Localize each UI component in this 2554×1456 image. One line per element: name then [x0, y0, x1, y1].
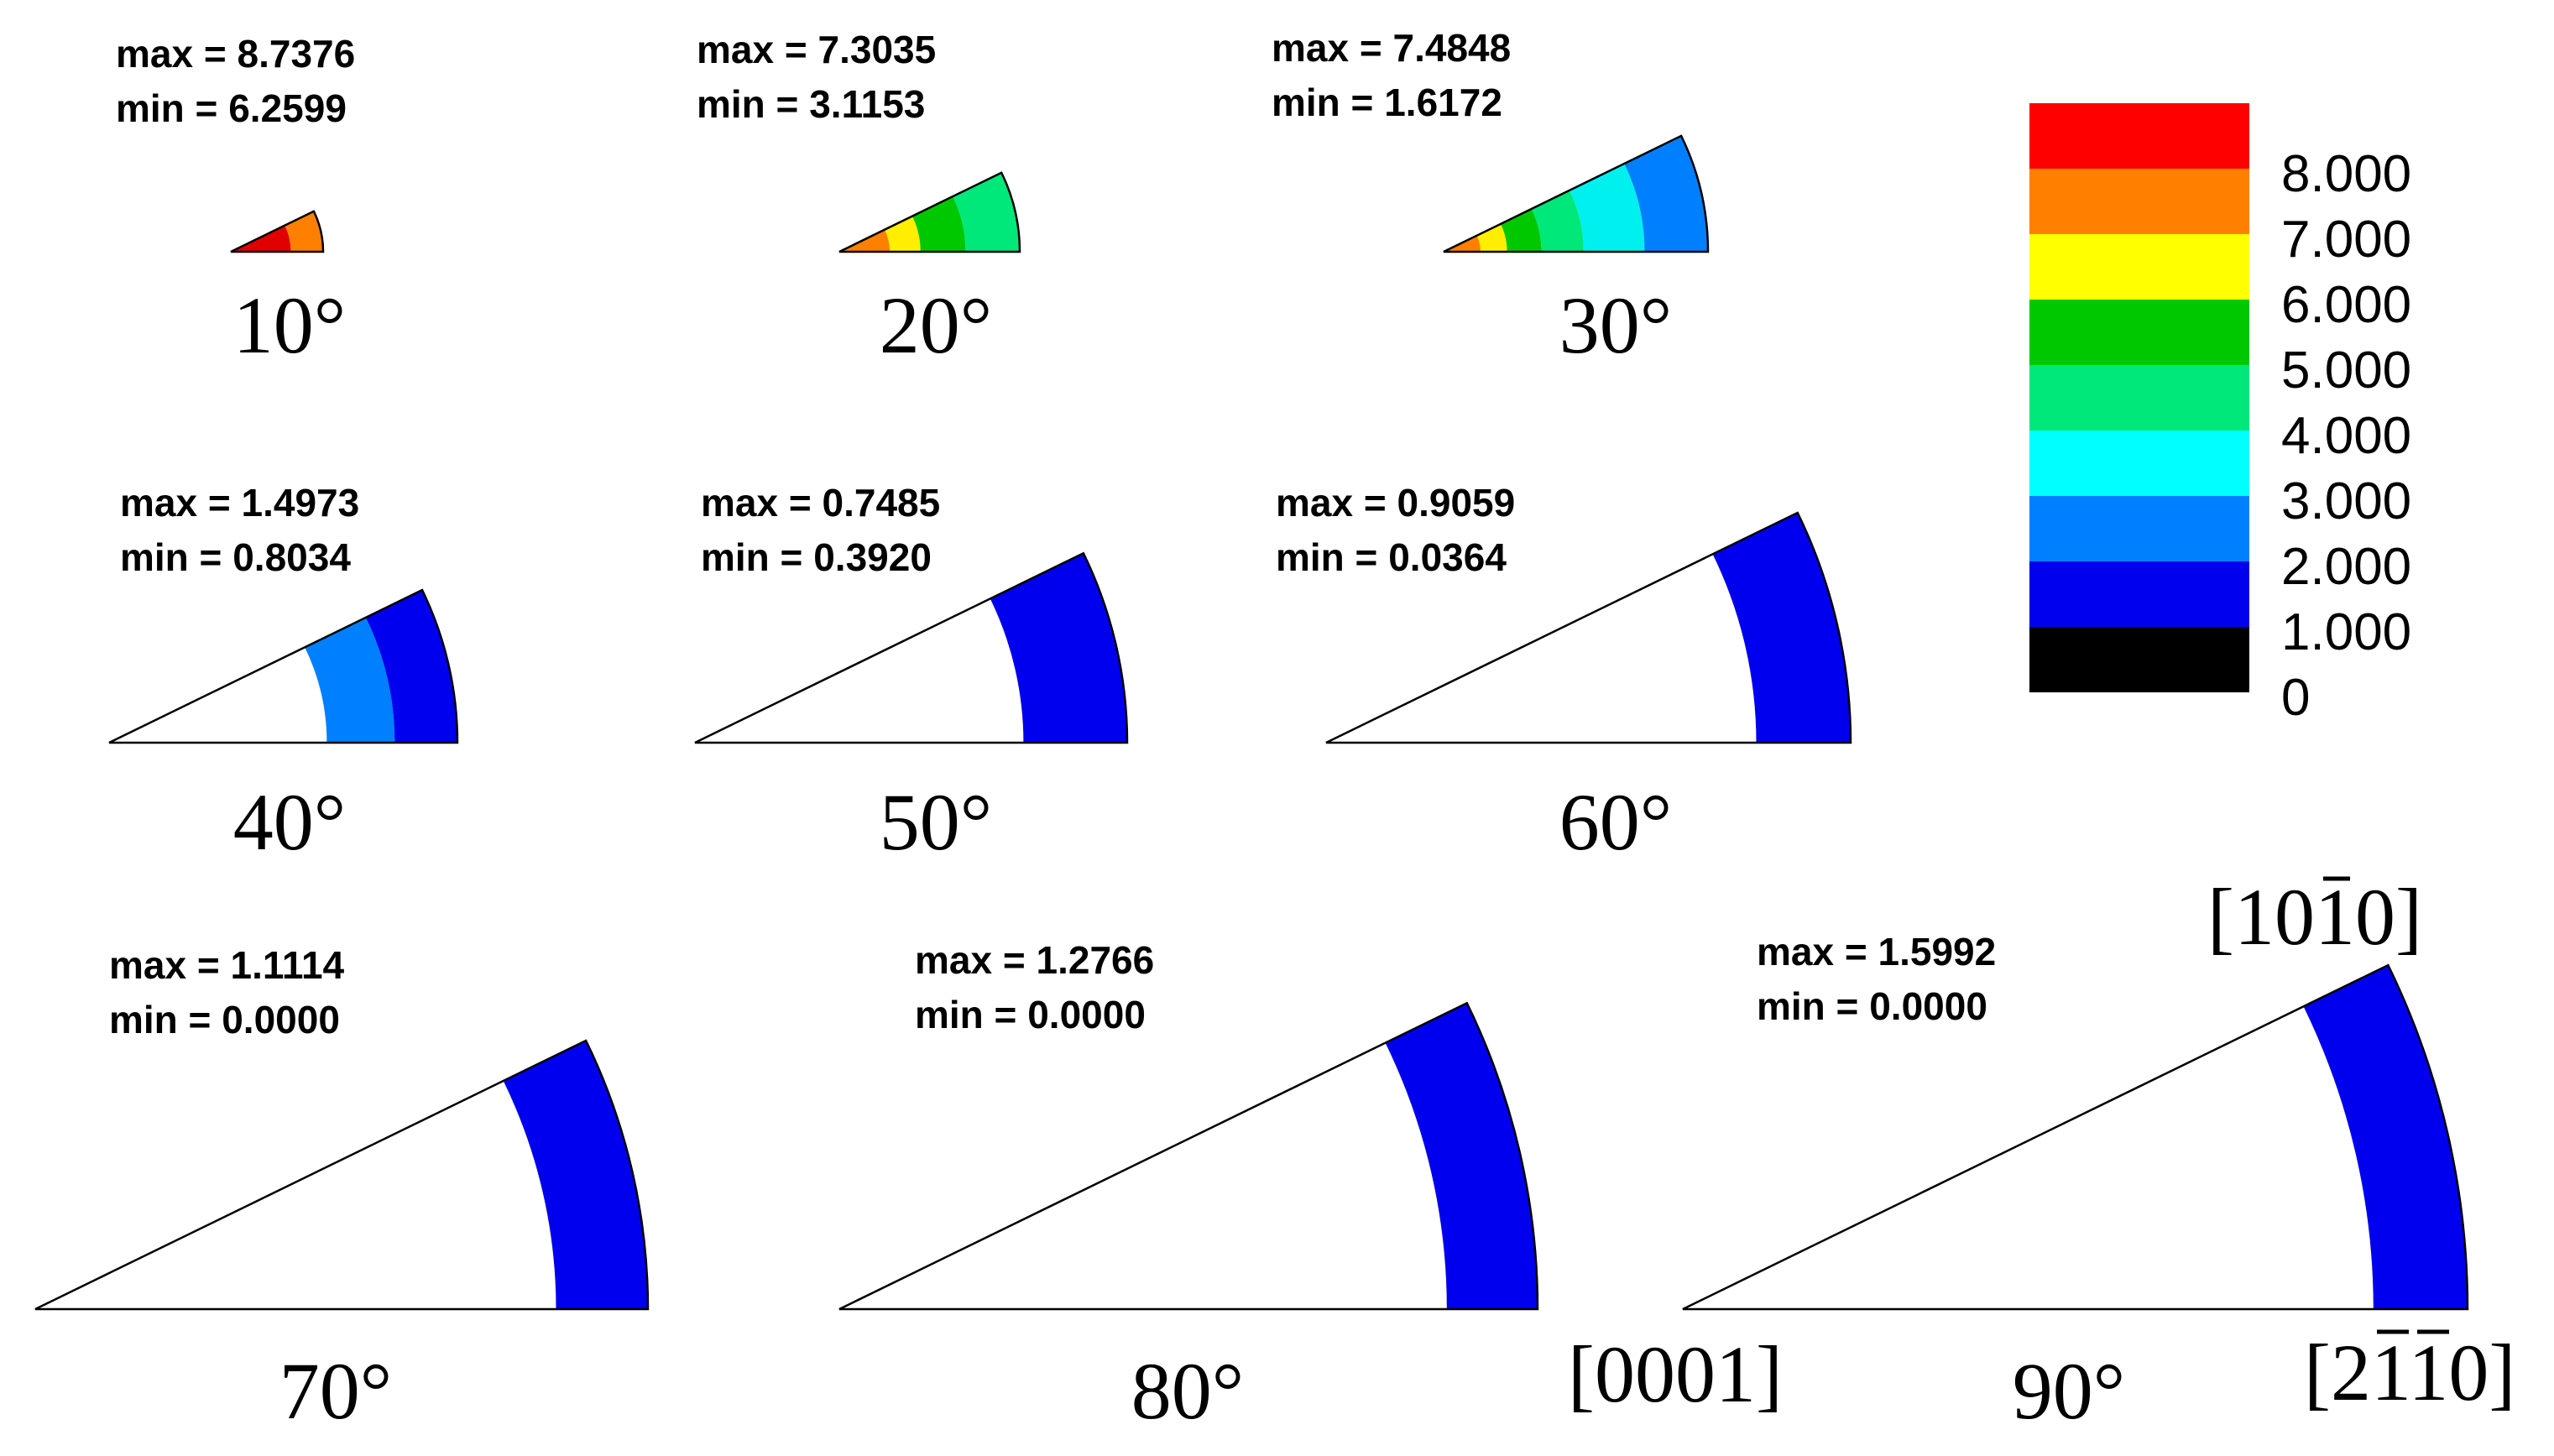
min-label: min = 0.0364 [1276, 535, 1507, 579]
contour-band [503, 1040, 648, 1309]
legend-tick-label: 0 [2281, 669, 2310, 727]
contour-band [1476, 223, 1507, 252]
max-label: max = 0.7485 [701, 481, 940, 524]
contour-band [1385, 1003, 1538, 1309]
angle-label: 20° [880, 280, 992, 370]
legend-swatch [2029, 365, 2249, 431]
sector-outline [838, 171, 1021, 253]
legend-swatch [2029, 103, 2249, 169]
contour-band [1683, 1006, 2374, 1309]
legend-tick-label: 8.000 [2281, 145, 2411, 203]
panel-4: max = 1.4973 min = 0.8034 40° [108, 481, 459, 867]
legend-swatch [2029, 300, 2249, 365]
contour-band [2303, 965, 2468, 1309]
legend-swatch [2029, 496, 2249, 561]
max-label: max = 8.7376 [116, 32, 355, 76]
panel-2: max = 7.3035 min = 3.1153 20° [697, 28, 1021, 370]
angle-label: 90° [2013, 1346, 2125, 1436]
legend-swatch [2029, 627, 2249, 692]
contour-band [109, 647, 327, 743]
color-legend: 8.000 7.000 6.000 5.000 4.000 3.000 2.000 1.000… [2029, 103, 2411, 727]
sector-outline [694, 551, 1129, 744]
min-label: min = 0.8034 [120, 535, 351, 579]
legend-swatch [2029, 234, 2249, 300]
panel-7: max = 1.1114 min = 0.0000 70° [34, 943, 650, 1436]
sector-outline [230, 210, 325, 253]
min-label: min = 0.0000 [1757, 984, 1987, 1028]
direction-label-top: [1010] [2207, 872, 2422, 962]
angle-label: 70° [279, 1346, 392, 1436]
contour-band [1326, 554, 1757, 743]
sector-outline [1682, 963, 2469, 1311]
max-label: max = 1.4973 [120, 481, 359, 524]
legend-tick-label: 6.000 [2281, 276, 2411, 334]
angle-label: 60° [1559, 777, 1672, 867]
contour-band [990, 553, 1127, 743]
sector-outline [108, 588, 459, 744]
panel-3: max = 7.4848 min = 1.6172 30° [1272, 26, 1710, 370]
min-label: min = 0.3920 [701, 535, 932, 579]
min-label: min = 0.0000 [915, 993, 1146, 1036]
contour-band [1569, 164, 1645, 252]
contour-band [695, 598, 1024, 743]
panel-6: max = 0.9059 min = 0.0364 60° [1276, 481, 1852, 867]
direction-label-right: [2110] [2304, 1328, 2515, 1417]
direction-labels: [1010] [0001] [2110] [1568, 872, 2515, 1419]
max-label: max = 1.5992 [1757, 930, 1996, 973]
contour-band [1712, 513, 1851, 743]
angle-label: 40° [233, 777, 346, 867]
min-label: min = 0.0000 [109, 998, 340, 1041]
angle-label: 80° [1131, 1346, 1244, 1436]
max-label: max = 1.1114 [109, 943, 345, 987]
legend-swatch [2029, 431, 2249, 496]
legend-tick-label: 7.000 [2281, 211, 2411, 269]
legend-tick-label: 5.000 [2281, 342, 2411, 399]
min-label: min = 3.1153 [697, 82, 925, 126]
contour-band [953, 172, 1020, 252]
legend-tick-label: 3.000 [2281, 472, 2411, 530]
panel-5: max = 0.7485 min = 0.3920 50° [694, 481, 1129, 867]
legend-swatch [2029, 561, 2249, 627]
legend-tick-label: 4.000 [2281, 407, 2411, 465]
sector-outline [838, 1001, 1539, 1311]
contour-band [35, 1080, 556, 1309]
legend-tick-label: 2.000 [2281, 538, 2411, 596]
angle-label: 10° [233, 280, 346, 370]
panel-9: max = 1.5992 min = 0.0000 90° [1682, 930, 2469, 1436]
legend-swatch [2029, 169, 2249, 234]
contour-band [885, 216, 921, 252]
max-label: max = 7.3035 [697, 28, 936, 71]
angle-label: 30° [1559, 280, 1672, 370]
min-label: min = 1.6172 [1272, 81, 1502, 124]
panel-8: max = 1.2766 min = 0.0000 80° [838, 938, 1539, 1436]
sector-outline [1443, 134, 1710, 253]
max-label: max = 0.9059 [1276, 481, 1515, 524]
sector-outline [34, 1039, 650, 1311]
contour-band [839, 1042, 1447, 1309]
angle-label: 50° [880, 777, 992, 867]
direction-label-left: [0001] [1568, 1329, 1783, 1419]
contour-band [1624, 135, 1708, 252]
contour-band [365, 590, 457, 743]
min-label: min = 6.2599 [116, 86, 347, 130]
max-label: max = 7.4848 [1272, 26, 1511, 70]
panel-1: max = 8.7376 min = 6.2599 10° [116, 32, 355, 370]
contour-band [305, 617, 395, 743]
max-label: max = 1.2766 [915, 938, 1154, 982]
sector-outline [1325, 511, 1852, 744]
contour-band [1531, 190, 1584, 252]
legend-tick-label: 1.000 [2281, 603, 2411, 661]
